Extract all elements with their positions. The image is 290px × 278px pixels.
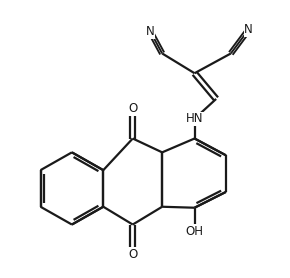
Text: HN: HN [186, 112, 203, 125]
Text: O: O [128, 102, 137, 115]
Text: O: O [128, 248, 137, 261]
Text: OH: OH [186, 225, 204, 238]
Text: N: N [146, 25, 155, 38]
Text: N: N [244, 23, 253, 36]
